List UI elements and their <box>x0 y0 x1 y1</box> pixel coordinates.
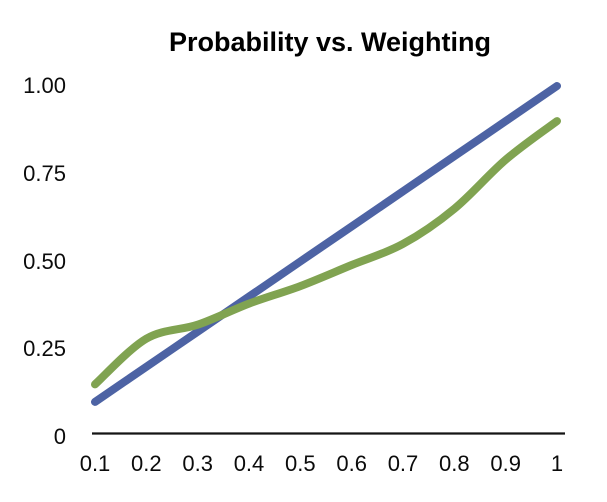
probability-line <box>91 82 561 406</box>
x-tick-label: 1 <box>550 451 564 476</box>
y-tick-label: 0.50 <box>23 248 66 274</box>
x-tick-label: 0.4 <box>233 451 265 476</box>
y-tick-label: 0.75 <box>23 160 66 186</box>
y-tick-label: 0.25 <box>23 336 66 362</box>
x-tick-label: 0.9 <box>490 451 521 476</box>
x-tick-label: 0.2 <box>131 451 162 476</box>
x-tick-label: 0.3 <box>182 451 213 476</box>
x-tick-label: 0.6 <box>336 451 367 476</box>
x-tick-label: 0.8 <box>439 451 470 476</box>
x-tick-label: 0.7 <box>387 451 419 476</box>
weighting-line <box>91 117 561 389</box>
y-tick-label: 1.00 <box>23 73 66 98</box>
y-tick-label: 0 <box>53 424 66 449</box>
chart-title: Probability vs. Weighting <box>168 27 492 57</box>
x-tick-label: 0.5 <box>285 451 316 476</box>
x-tick-label: 0.1 <box>79 451 111 476</box>
